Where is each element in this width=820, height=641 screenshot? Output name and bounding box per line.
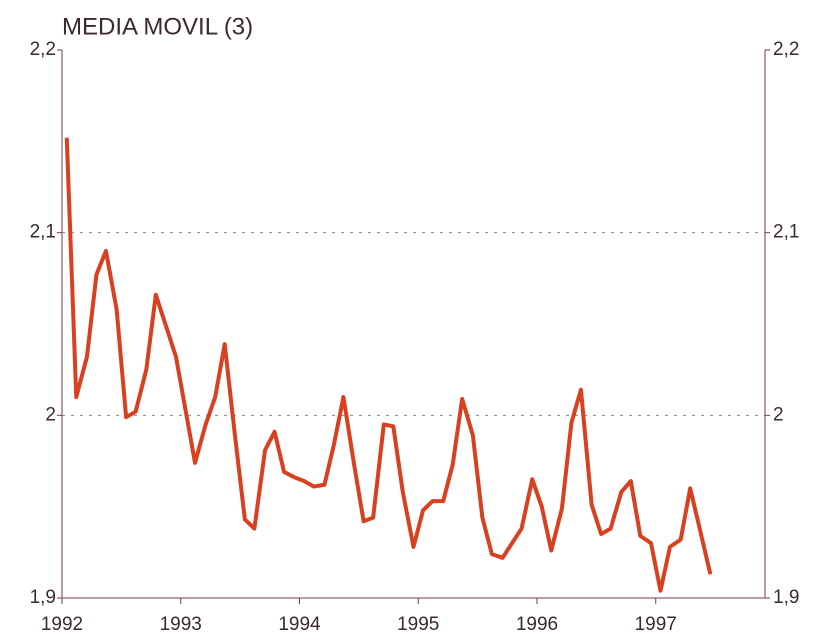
y-tick-label: 2,2 (30, 39, 56, 60)
y-tick-label: 2 (45, 404, 56, 425)
x-tick-label: 1993 (160, 614, 202, 635)
x-tick-label: 1996 (516, 614, 558, 635)
x-tick-label: 1995 (397, 614, 439, 635)
x-tick-label: 1997 (635, 614, 677, 635)
y2-tick-label: 2 (773, 404, 784, 425)
y2-tick-label: 1,9 (773, 587, 799, 608)
y2-tick-label: 2,1 (773, 222, 799, 243)
line (64, 137, 713, 593)
chart-title: MEDIA MOVIL (3) (62, 13, 253, 40)
x-tick-label: 1994 (278, 614, 321, 635)
x-tick-label: 1992 (41, 614, 83, 635)
y2-tick-label: 2,2 (773, 39, 799, 60)
y-tick-label: 2,1 (30, 222, 56, 243)
y-tick-label: 1,9 (30, 587, 56, 608)
